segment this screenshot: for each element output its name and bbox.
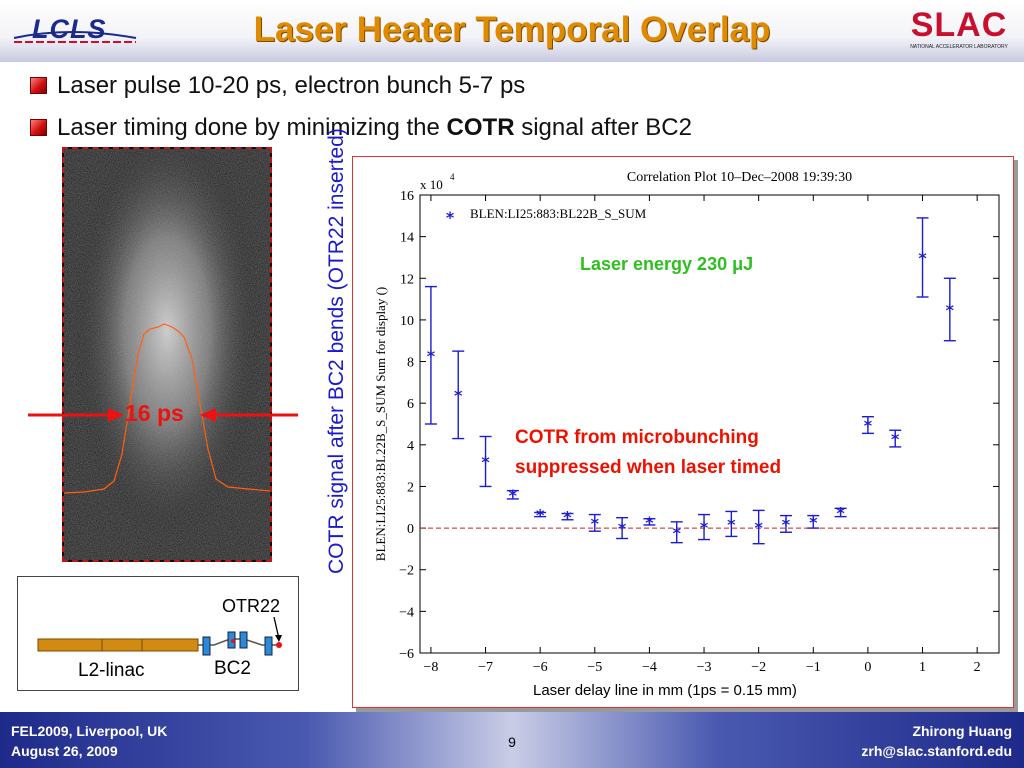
data-point: *: [454, 386, 463, 405]
correlation-plot: Correlation Plot 10–Dec–2008 19:39:30 x 1…: [373, 170, 1000, 675]
data-point: *: [563, 508, 572, 527]
y-tick-label: 16: [400, 189, 414, 204]
bullet-square-icon: [30, 119, 47, 136]
data-point: *: [782, 515, 791, 534]
laser-energy-annotation: Laser energy 230 μJ: [580, 254, 754, 274]
footer-author: Zhirong Huang: [912, 723, 1012, 739]
slac-logo: SLAC NATIONAL ACCELERATOR LABORATORY: [900, 6, 1018, 54]
x-tick-label: −4: [642, 660, 657, 675]
y-axis-label: BLEN:LI25:883:BL22B_S_SUM Sum for displa…: [373, 287, 388, 561]
footer-conference: FEL2009, Liverpool, UK: [11, 723, 168, 739]
streak-camera-image: [62, 147, 272, 562]
x-tick-label: −5: [587, 660, 602, 675]
x-tick-label: −6: [533, 660, 548, 675]
y-tick-label: −4: [399, 605, 414, 620]
x-tick-label: −1: [806, 660, 821, 675]
cotr-axis-caption-text: COTR signal after BC2 bends (OTR22 inser…: [325, 128, 348, 574]
x-tick-label: −3: [697, 660, 712, 675]
y-tick-label: 4: [407, 439, 414, 454]
data-point: *: [591, 514, 600, 533]
data-point: *: [946, 301, 955, 320]
x-tick-label: −2: [751, 660, 766, 675]
cotr-axis-caption: COTR signal after BC2 bends (OTR22 inser…: [325, 128, 355, 574]
cotr-annotation-line-2: suppressed when laser timed: [513, 457, 784, 478]
correlation-chart-panel: Correlation Plot 10–Dec–2008 19:39:30 x 1…: [352, 156, 1014, 708]
data-point: *: [918, 248, 927, 267]
data-point: *: [700, 518, 709, 537]
width-arrows: [28, 408, 298, 422]
bc2-label: BC2: [214, 658, 251, 679]
x-tick-label: 0: [864, 660, 871, 675]
footer-email: zrh@slac.stanford.edu: [861, 743, 1012, 759]
bullet-1-text: Laser pulse 10-20 ps, electron bunch 5-7…: [57, 72, 526, 99]
data-point: *: [509, 486, 518, 505]
bullet-laser-pulse: Laser pulse 10-20 ps, electron bunch 5-7…: [30, 72, 525, 100]
x-tick-label: −7: [478, 660, 493, 675]
lcls-logo-text: LCLS: [32, 14, 107, 44]
y-tick-label: 12: [400, 272, 414, 287]
beamline-schematic: [37, 616, 282, 656]
cotr-annotation-line-1: COTR from microbunching: [513, 427, 761, 448]
y-multiplier-exponent: 4: [450, 172, 455, 182]
slide-header: LCLS Laser Heater Temporal Overlap SLAC …: [0, 0, 1024, 62]
bullet-laser-timing: Laser timing done by minimizing the COTR…: [30, 114, 692, 142]
bullet-square-icon: [30, 77, 47, 94]
page-number: 9: [508, 734, 516, 750]
beamline-diagram: OTR22 L2-linac BC2: [17, 576, 299, 691]
streak-image-canvas: [64, 149, 270, 560]
y-tick-label: −2: [399, 564, 414, 579]
data-point: *: [891, 430, 900, 449]
data-point: *: [727, 515, 736, 534]
footer-date: August 26, 2009: [11, 743, 118, 759]
data-point: *: [864, 416, 873, 435]
intensity-profile-line: [64, 323, 270, 494]
chart-title: Correlation Plot 10–Dec–2008 19:39:30: [627, 170, 852, 185]
data-point: *: [754, 518, 763, 537]
y-tick-label: −6: [399, 647, 414, 662]
data-point: *: [536, 506, 545, 525]
slac-logo-text: SLAC: [910, 6, 1008, 44]
cotr-annotation: COTR from microbunching suppressed when …: [513, 423, 883, 483]
y-tick-label: 6: [407, 397, 414, 412]
data-point: *: [481, 452, 490, 471]
y-tick-label: 10: [400, 314, 414, 329]
y-tick-label: 2: [407, 480, 414, 495]
lcls-logo-swoosh-icon: [13, 31, 137, 43]
data-point: *: [618, 519, 627, 538]
x-axis-caption: Laser delay line in mm (1ps = 0.15 mm): [533, 682, 797, 699]
bullet-2-bold: COTR: [446, 114, 515, 141]
otr22-label: OTR22: [222, 596, 281, 616]
bullet-2-suffix: signal after BC2: [514, 114, 692, 141]
data-point: *: [427, 346, 436, 365]
legend-label: BLEN:LI25:883:BL22B_S_SUM: [470, 206, 647, 221]
lcls-logo: LCLS: [10, 8, 140, 52]
slide-title: Laser Heater Temporal Overlap: [253, 10, 771, 49]
x-tick-label: 1: [919, 660, 926, 675]
slac-logo-subtitle: NATIONAL ACCELERATOR LABORATORY: [910, 44, 1008, 50]
x-tick-label: 2: [974, 660, 981, 675]
bullet-2-prefix: Laser timing done by minimizing the: [57, 114, 447, 141]
linac-label: L2-linac: [78, 660, 145, 681]
data-point: *: [673, 523, 682, 542]
data-point: *: [836, 503, 845, 522]
y-tick-label: 0: [407, 522, 414, 537]
x-tick-label: −8: [423, 660, 438, 675]
data-point: *: [645, 513, 654, 532]
data-point: *: [809, 513, 818, 532]
y-multiplier: x 10: [420, 177, 443, 192]
legend-marker: *: [446, 208, 455, 227]
y-tick-label: 8: [407, 356, 414, 371]
y-tick-label: 14: [400, 231, 414, 246]
plot-frame: [419, 194, 1000, 654]
pulse-width-label: 16 ps: [125, 400, 184, 426]
slide-footer: FEL2009, Liverpool, UK August 26, 2009 9…: [0, 712, 1024, 768]
